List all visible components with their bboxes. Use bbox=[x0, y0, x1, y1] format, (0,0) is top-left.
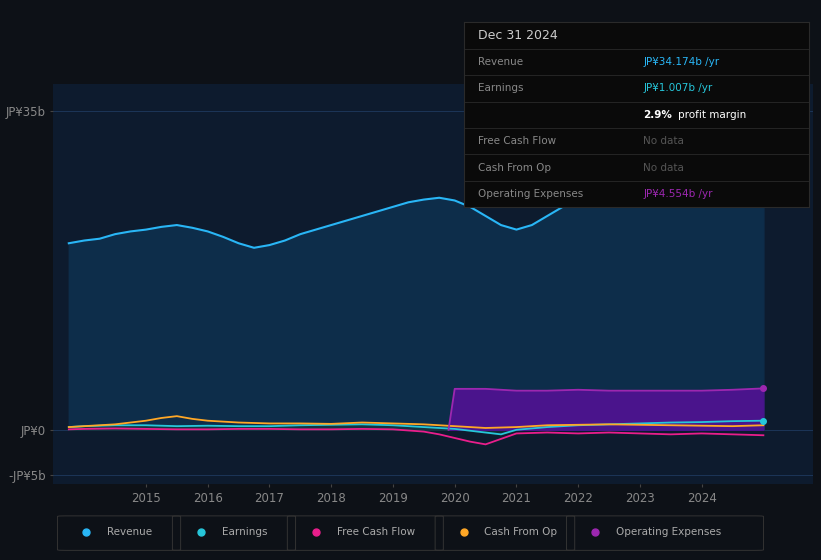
Text: JP¥1.007b /yr: JP¥1.007b /yr bbox=[643, 83, 713, 94]
Text: Cash From Op: Cash From Op bbox=[478, 162, 551, 172]
Text: profit margin: profit margin bbox=[677, 110, 746, 120]
Text: Revenue: Revenue bbox=[478, 57, 523, 67]
Text: No data: No data bbox=[643, 136, 684, 146]
Text: No data: No data bbox=[643, 162, 684, 172]
Text: Operating Expenses: Operating Expenses bbox=[616, 527, 721, 537]
Text: 2.9%: 2.9% bbox=[643, 110, 672, 120]
Text: Earnings: Earnings bbox=[478, 83, 523, 94]
Text: Dec 31 2024: Dec 31 2024 bbox=[478, 29, 557, 42]
Text: Free Cash Flow: Free Cash Flow bbox=[337, 527, 415, 537]
Text: Revenue: Revenue bbox=[107, 527, 152, 537]
Text: Earnings: Earnings bbox=[222, 527, 267, 537]
Text: Cash From Op: Cash From Op bbox=[484, 527, 557, 537]
Text: JP¥4.554b /yr: JP¥4.554b /yr bbox=[643, 189, 713, 199]
Text: JP¥34.174b /yr: JP¥34.174b /yr bbox=[643, 57, 719, 67]
Text: Operating Expenses: Operating Expenses bbox=[478, 189, 583, 199]
Text: Free Cash Flow: Free Cash Flow bbox=[478, 136, 556, 146]
